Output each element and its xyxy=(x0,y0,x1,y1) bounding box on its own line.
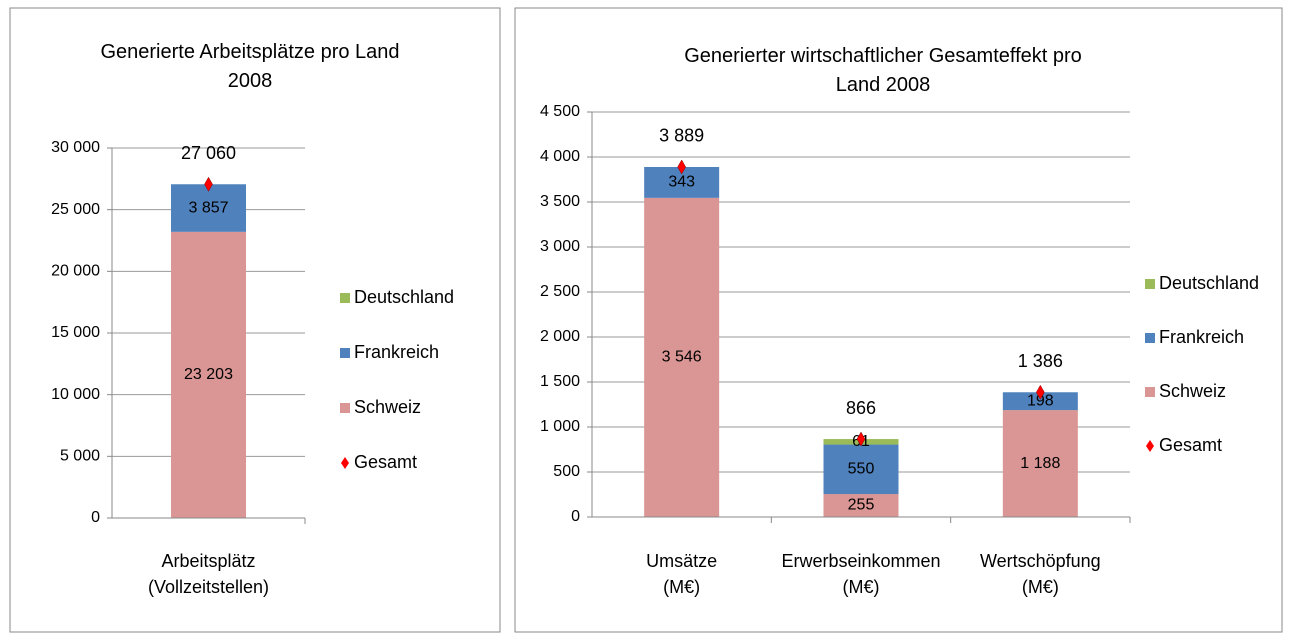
legend-label: Frankreich xyxy=(354,342,439,362)
y-tick-label: 15 000 xyxy=(51,324,100,341)
total-label: 866 xyxy=(846,398,876,418)
y-tick-label: 3 500 xyxy=(540,193,580,210)
legend-label: Deutschland xyxy=(354,287,454,307)
legend-label: Gesamt xyxy=(354,452,417,472)
total-marker xyxy=(1036,384,1045,400)
data-label: 23 203 xyxy=(184,366,233,383)
legend-swatch xyxy=(341,457,349,469)
bar-segment xyxy=(644,197,720,518)
y-tick-label: 0 xyxy=(571,508,580,525)
data-label: 198 xyxy=(1027,392,1054,409)
y-tick-label: 500 xyxy=(553,463,580,480)
legend-swatch xyxy=(1145,279,1155,289)
y-tick-label: 4 000 xyxy=(540,148,580,165)
y-tick-label: 10 000 xyxy=(51,386,100,403)
y-tick-label: 30 000 xyxy=(51,139,100,156)
legend-swatch xyxy=(1146,440,1154,452)
x-tick-label: Arbeitsplätz (Vollzeitstellen) xyxy=(147,551,270,598)
bar-segment xyxy=(823,494,899,517)
data-label: 3 546 xyxy=(662,349,702,366)
y-tick-label: 3 000 xyxy=(540,238,580,255)
bar-segment xyxy=(171,184,246,232)
legend-swatch xyxy=(1145,387,1155,397)
total-marker xyxy=(204,176,213,192)
legend-swatch xyxy=(340,403,350,413)
y-tick-label: 2 000 xyxy=(540,328,580,345)
legend-swatch xyxy=(340,293,350,303)
total-marker xyxy=(856,431,866,447)
y-tick-label: 1 000 xyxy=(540,418,580,435)
legend-label: Deutschland xyxy=(1159,273,1259,293)
legend-label: Frankreich xyxy=(1159,327,1244,347)
x-tick-label: Erwerbseinkommen (M€) xyxy=(781,551,941,598)
legend-label: Schweiz xyxy=(1159,381,1226,401)
x-tick-label: Umsätze (M€) xyxy=(646,551,718,598)
bar-segment xyxy=(171,231,246,519)
chart-title: Generierter wirtschaftlicher Gesamteffek… xyxy=(684,45,1082,96)
data-label: 3 857 xyxy=(188,199,228,216)
y-tick-label: 1 500 xyxy=(540,373,580,390)
bar-segment xyxy=(823,444,899,495)
bar-segment xyxy=(1002,410,1078,517)
y-tick-label: 2 500 xyxy=(540,283,580,300)
y-tick-label: 0 xyxy=(91,509,100,526)
legend-swatch xyxy=(1145,333,1155,343)
total-label: 27 060 xyxy=(181,143,236,163)
legend-label: Schweiz xyxy=(354,397,421,417)
bar-segment xyxy=(1002,392,1078,411)
total-label: 3 889 xyxy=(659,126,704,146)
y-tick-label: 25 000 xyxy=(51,201,100,218)
panel xyxy=(9,7,501,633)
data-label: 550 xyxy=(848,461,875,478)
y-tick-label: 20 000 xyxy=(51,263,100,280)
y-tick-label: 4 500 xyxy=(540,103,580,120)
total-label: 1 386 xyxy=(1018,351,1063,371)
data-label: 343 xyxy=(668,174,695,191)
chart-title: Generierte Arbeitsplätze pro Land 2008 xyxy=(100,41,400,92)
legend-swatch xyxy=(340,348,350,358)
panel xyxy=(514,7,1283,633)
data-label: 255 xyxy=(848,497,875,514)
total-marker xyxy=(677,159,686,175)
x-tick-label: Wertschöpfung (M€) xyxy=(979,551,1101,598)
legend-label: Gesamt xyxy=(1159,435,1222,455)
y-tick-label: 5 000 xyxy=(60,448,100,465)
data-label: 1 188 xyxy=(1020,455,1060,472)
